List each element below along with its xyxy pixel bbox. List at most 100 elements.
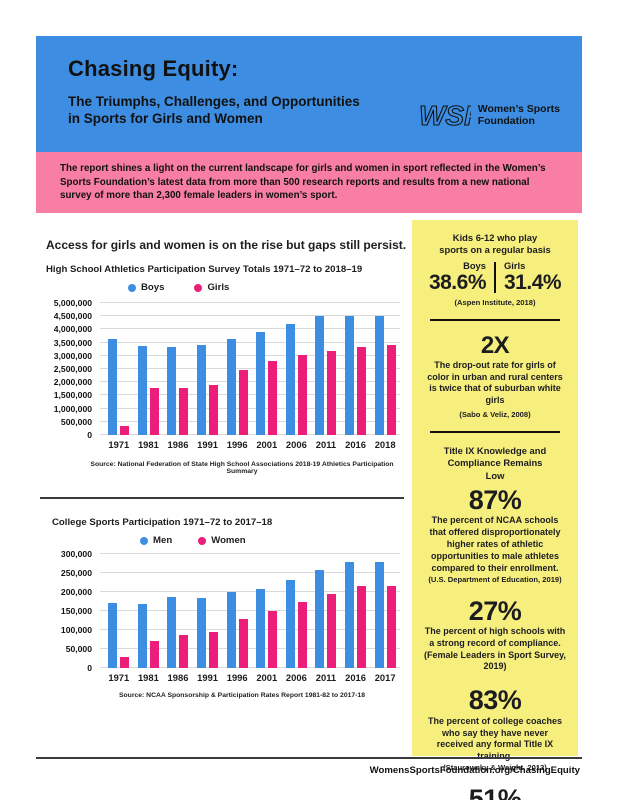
bar-group-1981: 1981: [137, 303, 159, 453]
bar-pair: [226, 338, 248, 435]
bar-pair: [226, 591, 248, 668]
x-axis-tick-label: 1981: [137, 439, 159, 450]
gridline: [100, 407, 400, 409]
bar-group-2001: 2001: [256, 554, 278, 686]
bar-boys-1991: [197, 345, 207, 435]
legend-item-women: Women: [198, 535, 246, 546]
gridline: [100, 394, 400, 396]
gridline: [100, 591, 400, 592]
bar-group-2017: 2017: [374, 554, 396, 686]
y-axis-tick-label: 3,000,000: [53, 350, 92, 361]
bar-pair: [197, 345, 219, 435]
bar-group-2011: 2011: [315, 303, 337, 453]
bar-group-1991: 1991: [197, 303, 219, 453]
chart-title-college: College Sports Participation 1971–72 to …: [52, 517, 273, 528]
y-axis-tick-label: 3,500,000: [53, 337, 92, 348]
intro-banner: The report shines a light on the current…: [36, 152, 582, 213]
gridline: [100, 328, 400, 330]
gridline: [100, 610, 400, 611]
x-axis-tick-label: 2011: [315, 439, 337, 450]
bar-chart-highschool: 5,000,000 4,500,000 4,000,000 3,500,000 3,00…: [54, 298, 400, 450]
x-axis-tick-label: 2018: [374, 439, 396, 450]
stat-coaches-83: 83% The percent of college coaches who s…: [424, 686, 566, 772]
chart-legend-highschool: Boys Girls: [128, 282, 408, 293]
bar-group-1971: 1971: [108, 303, 130, 453]
bar-pair: [108, 338, 130, 435]
bar-girls-2016: [357, 346, 367, 435]
stat-87-text: The percent of NCAA schools that offered…: [429, 515, 561, 573]
bar-group-1996: 1996: [226, 554, 248, 686]
bar-group-1991: 1991: [197, 554, 219, 686]
bar-boys-1981: [137, 346, 147, 435]
bar-pair: [167, 346, 189, 435]
bar-group-2006: 2006: [285, 554, 307, 686]
footer-url-link[interactable]: WomensSportsFoundation.org/ChasingEquity: [369, 765, 580, 776]
chart-source-college: Source: NCAA Sponsorship & Participation…: [118, 692, 365, 699]
bar-boys-1971: [108, 338, 118, 435]
x-axis-tick-label: 1971: [108, 672, 130, 683]
y-axis-tick-label: 1,000,000: [53, 403, 92, 414]
stat-51-number: 51%: [468, 784, 522, 800]
bar-women-1991: [209, 632, 219, 668]
bar-men-1991: [197, 597, 207, 668]
x-axis-tick-label: 2011: [315, 672, 337, 683]
gridline: [100, 420, 400, 422]
chart-title-highschool: High School Athletics Participation Surv…: [46, 264, 363, 275]
y-axis-tick-label: 0: [87, 663, 92, 673]
bar-girls-2018: [386, 345, 396, 435]
bar-pair: [167, 596, 189, 668]
legend-dot-icon: [128, 283, 136, 292]
boys-label: Boys: [463, 260, 486, 272]
bar-group-2016: 2016: [345, 303, 367, 453]
bar-women-2011: [327, 593, 337, 668]
x-axis-tick-label: 2006: [285, 439, 307, 450]
page-subtitle: The Triumphs, Challenges, and Opportunit…: [68, 94, 556, 128]
header-banner: Chasing Equity: The Triumphs, Challenges…: [36, 36, 582, 152]
bar-group-2016: 2016: [345, 554, 367, 686]
bar-women-2001: [268, 610, 278, 668]
subtitle-line-1: The Triumphs, Challenges, and Opportunit…: [68, 94, 360, 109]
legend-item-men: Men: [140, 535, 172, 546]
bar-men-2017: [374, 561, 384, 668]
x-axis-tick-label: 1986: [167, 439, 189, 450]
intro-text: The report shines a light on the current…: [60, 163, 546, 202]
stat-27-number: 27%: [468, 595, 522, 626]
stat-dropout-text: The drop-out rate for girls of color in …: [427, 359, 563, 406]
section-divider: [40, 497, 404, 499]
legend-dot-icon: [198, 536, 207, 545]
y-axis-tick-label: 2,000,000: [53, 377, 92, 388]
bar-men-1986: [167, 596, 177, 668]
bar-group-1986: 1986: [167, 554, 189, 686]
bar-men-1981: [137, 604, 147, 668]
x-axis-tick-label: 2016: [345, 672, 366, 683]
girls-value: 31.4%: [504, 271, 562, 295]
stat-83-number: 83%: [468, 685, 522, 716]
y-axis-tick-label: 0: [87, 430, 92, 440]
stat-ncaa-87: 87% The percent of NCAA schools that off…: [424, 485, 566, 583]
bar-girls-1971: [120, 426, 130, 435]
wsf-logo-icon: WSF: [419, 99, 471, 131]
bar-girls-2006: [297, 355, 307, 435]
bar-women-2006: [297, 601, 307, 668]
gridline: [100, 341, 400, 343]
bar-women-2017: [386, 586, 396, 668]
bar-pair: [256, 331, 278, 435]
bar-women-1981: [149, 641, 159, 668]
bar-group-1986: 1986: [167, 303, 189, 453]
charts-column: Access for girls and women is on the ris…: [36, 222, 408, 699]
bar-pair: [256, 588, 278, 668]
sidebar-divider: [430, 319, 560, 322]
gridline: [100, 315, 400, 317]
bar-groups: 1971 1981 1986 1991 1996 2001 2006 2011 2016 2018: [104, 303, 400, 453]
bar-group-1981: 1981: [137, 554, 159, 686]
wsf-logo: WSF Women’s Sports Foundation: [419, 98, 560, 132]
x-axis-tick-label: 1971: [108, 439, 130, 450]
x-axis-tick-label: 1981: [137, 672, 159, 683]
bar-pair: [197, 597, 219, 668]
bar-pair: [374, 561, 396, 668]
y-axis-tick-label: 500,000: [60, 416, 92, 427]
bar-boys-2011: [315, 316, 325, 435]
gridline: [100, 434, 400, 435]
bar-group-2006: 2006: [285, 303, 307, 453]
